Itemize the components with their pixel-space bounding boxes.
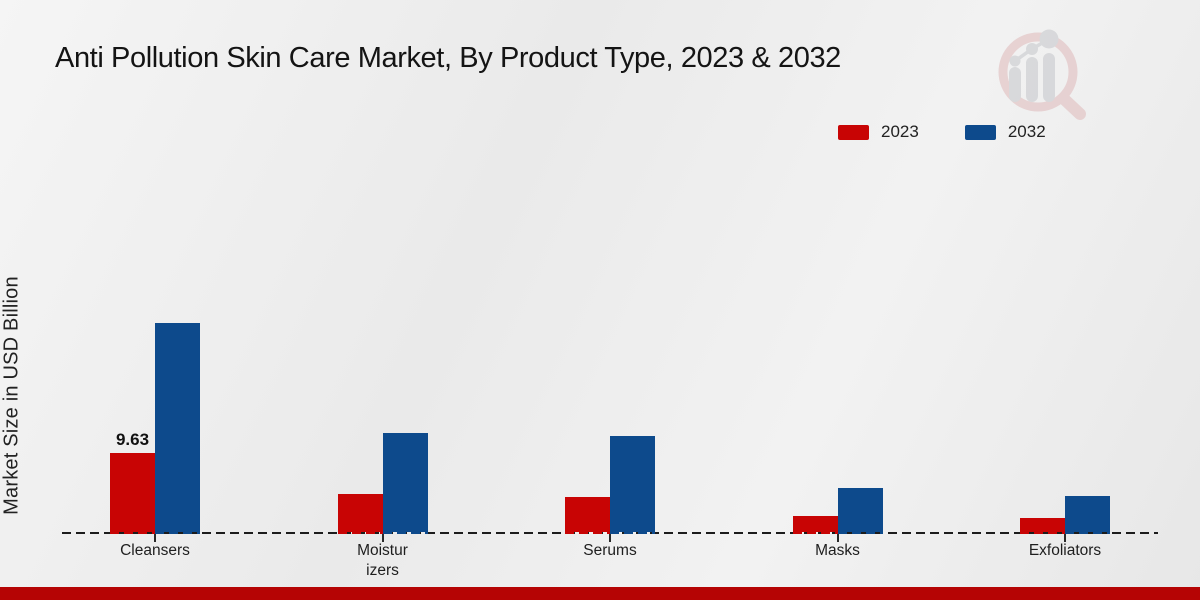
x-axis-tick-serums: [609, 534, 611, 542]
bar-2023-cleansers: [110, 453, 155, 532]
bar-2032-cleansers: [155, 323, 200, 532]
bar-2032-serums: [610, 436, 655, 532]
zero-line-segment-2032-serums: [610, 532, 655, 535]
zero-line-segment-2032-masks: [837, 532, 883, 535]
bar-2023-exfoliators: [1020, 518, 1065, 532]
zero-line-segment-2023-exfoliators: [1020, 532, 1065, 535]
x-axis-tick-exfoliators: [1064, 534, 1066, 542]
y-axis-label: Market Size in USD Billion: [0, 276, 23, 515]
bar-2032-moisturizers: [382, 433, 428, 532]
chart-title: Anti Pollution Skin Care Market, By Prod…: [55, 42, 841, 74]
x-axis-label-moisturizers: Moistur izers: [357, 542, 408, 580]
zero-line-segment-2023-masks: [792, 532, 838, 535]
zero-line-segment-2023-serums: [565, 532, 610, 535]
x-axis-tick-moisturizers: [381, 534, 384, 542]
x-axis-label-serums: Serums: [583, 542, 637, 559]
legend-swatch-2023: [838, 124, 869, 140]
zero-line-segment-2032-exfoliators: [1065, 532, 1110, 535]
x-axis-label-masks: Masks: [815, 542, 860, 559]
bar-value-label-2023-cleansers: 9.63: [115, 430, 150, 449]
legend-label-2032: 2032: [1007, 122, 1046, 141]
zero-line-segment-2023-cleansers: [110, 532, 155, 535]
zero-line-segment-2032-cleansers: [155, 532, 200, 535]
zero-line-segment-2032-moisturizers: [382, 532, 428, 535]
legend-item-2032: 2032: [964, 122, 1046, 142]
footer-stripe: [0, 587, 1200, 600]
x-axis-tick-cleansers: [154, 534, 156, 542]
bar-2023-masks: [792, 516, 838, 532]
legend: 2023 2032: [838, 122, 1046, 142]
bar-2023-serums: [565, 497, 610, 532]
market-research-logo-icon: [998, 29, 1086, 120]
bar-2023-moisturizers: [337, 494, 383, 532]
zero-line-segment-2023-moisturizers: [337, 532, 383, 535]
legend-label-2023: 2023: [881, 122, 919, 141]
legend-swatch-2032: [964, 124, 996, 140]
bar-2032-exfoliators: [1065, 496, 1110, 532]
x-axis-label-exfoliators: Exfoliators: [1028, 542, 1102, 559]
legend-item-2023: 2023: [838, 122, 919, 142]
x-axis-tick-masks: [836, 534, 839, 542]
bar-2032-masks: [837, 488, 883, 532]
x-axis-label-cleansers: Cleansers: [120, 542, 190, 559]
